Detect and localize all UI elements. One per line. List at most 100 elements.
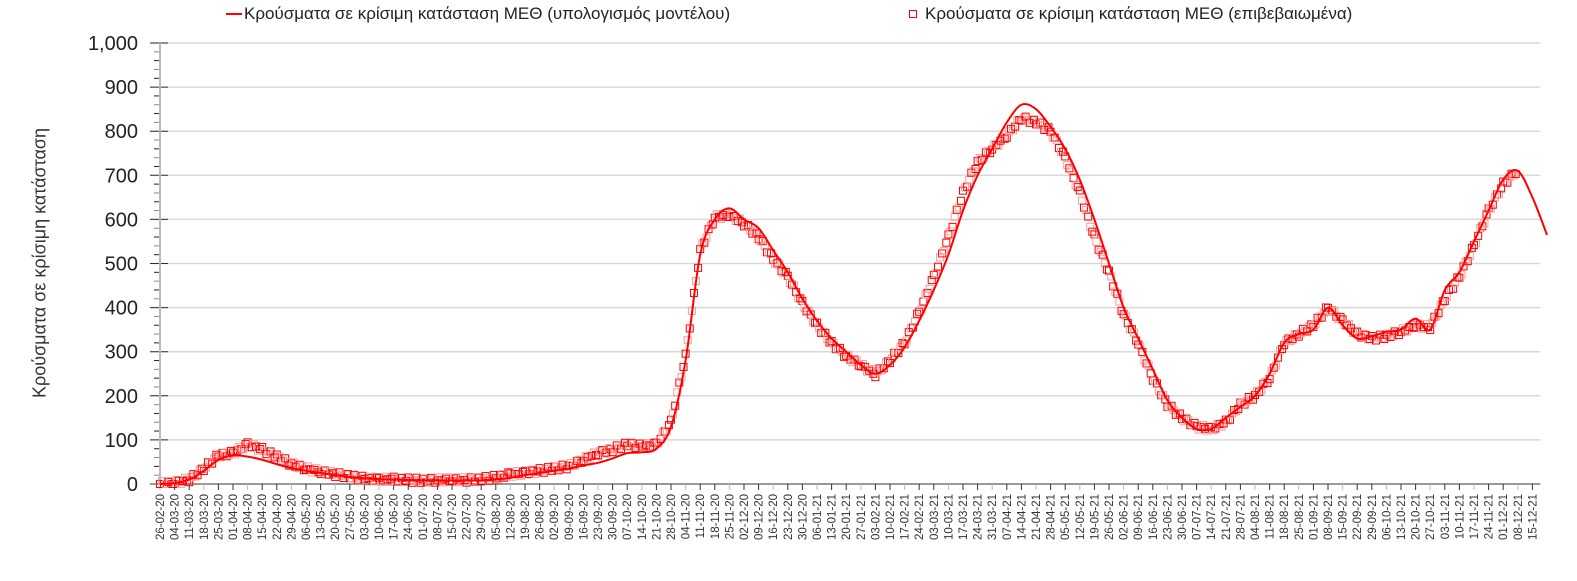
svg-text:26-08-20: 26-08-20 xyxy=(535,494,547,540)
svg-text:08-12-21: 08-12-21 xyxy=(1513,494,1525,540)
svg-text:25-11-20: 25-11-20 xyxy=(724,494,736,539)
svg-text:21-04-21: 21-04-21 xyxy=(1031,494,1043,540)
svg-text:23-09-20: 23-09-20 xyxy=(593,494,605,540)
svg-text:06-05-20: 06-05-20 xyxy=(301,494,313,540)
svg-text:10-02-21: 10-02-21 xyxy=(885,494,897,540)
svg-text:22-07-20: 22-07-20 xyxy=(462,494,474,540)
svg-text:06-01-21: 06-01-21 xyxy=(812,494,824,540)
svg-text:24-02-21: 24-02-21 xyxy=(914,494,926,540)
svg-text:09-09-20: 09-09-20 xyxy=(564,494,576,540)
svg-text:27-05-20: 27-05-20 xyxy=(345,494,357,540)
svg-text:13-10-21: 13-10-21 xyxy=(1396,494,1408,540)
svg-text:17-03-21: 17-03-21 xyxy=(958,494,970,540)
svg-text:19-08-20: 19-08-20 xyxy=(520,494,532,540)
svg-text:25-03-20: 25-03-20 xyxy=(213,494,225,540)
svg-text:11-03-20: 11-03-20 xyxy=(184,494,196,539)
svg-text:08-07-20: 08-07-20 xyxy=(432,494,444,540)
svg-text:27-01-21: 27-01-21 xyxy=(856,494,868,540)
svg-text:01-12-21: 01-12-21 xyxy=(1498,494,1510,540)
svg-text:05-05-21: 05-05-21 xyxy=(1060,494,1072,540)
svg-text:21-10-20: 21-10-20 xyxy=(651,494,663,540)
svg-text:02-09-20: 02-09-20 xyxy=(549,494,561,540)
svg-text:10-03-21: 10-03-21 xyxy=(943,494,955,540)
svg-text:22-09-21: 22-09-21 xyxy=(1352,494,1364,540)
svg-text:14-04-21: 14-04-21 xyxy=(1016,494,1028,540)
x-axis: 26-02-20 04-03-20 11-03-20 18-03-20 25-03-20… xyxy=(150,483,1541,540)
svg-text:31-03-21: 31-03-21 xyxy=(987,494,999,540)
svg-text:05-08-20: 05-08-20 xyxy=(491,494,503,540)
svg-text:04-08-21: 04-08-21 xyxy=(1250,494,1262,540)
svg-text:18-11-20: 18-11-20 xyxy=(710,494,722,539)
svg-text:0: 0 xyxy=(127,474,138,496)
svg-text:09-06-21: 09-06-21 xyxy=(1133,494,1145,540)
svg-text:23-06-21: 23-06-21 xyxy=(1162,494,1174,540)
square-marker-icon xyxy=(909,10,917,18)
svg-text:01-04-20: 01-04-20 xyxy=(228,494,240,540)
svg-text:12-08-20: 12-08-20 xyxy=(505,494,517,540)
svg-text:01-07-20: 01-07-20 xyxy=(418,494,430,540)
svg-text:30-12-20: 30-12-20 xyxy=(797,494,809,540)
svg-text:09-12-20: 09-12-20 xyxy=(754,494,766,540)
svg-text:03-06-20: 03-06-20 xyxy=(359,494,371,540)
svg-text:200: 200 xyxy=(105,386,138,408)
svg-text:20-05-20: 20-05-20 xyxy=(330,494,342,540)
svg-text:03-02-21: 03-02-21 xyxy=(870,494,882,540)
svg-text:17-06-20: 17-06-20 xyxy=(389,494,401,540)
svg-text:29-04-20: 29-04-20 xyxy=(286,494,298,540)
svg-text:15-04-20: 15-04-20 xyxy=(257,494,269,540)
gridlines xyxy=(150,42,1541,441)
confirmed-series-markers xyxy=(156,112,1520,488)
svg-text:26-05-21: 26-05-21 xyxy=(1104,494,1116,540)
svg-text:07-10-20: 07-10-20 xyxy=(622,494,634,540)
svg-text:01-09-21: 01-09-21 xyxy=(1308,494,1320,540)
legend-item-confirmed: Κρούσματα σε κρίσιμη κατάσταση ΜΕΘ (επιβ… xyxy=(909,4,1352,24)
svg-text:25-08-21: 25-08-21 xyxy=(1294,494,1306,540)
model-series-line xyxy=(159,102,1548,485)
svg-text:07-04-21: 07-04-21 xyxy=(1002,494,1014,540)
y-axis: 0 100 200 300 400 500 600 700 800 900 1,000 xyxy=(88,33,168,496)
legend-item-model: Κρούσματα σε κρίσιμη κατάσταση ΜΕΘ (υπολ… xyxy=(226,4,730,24)
svg-text:02-12-20: 02-12-20 xyxy=(739,494,751,540)
svg-text:24-03-21: 24-03-21 xyxy=(973,494,985,540)
svg-text:21-07-21: 21-07-21 xyxy=(1221,494,1233,540)
svg-text:800: 800 xyxy=(105,121,138,143)
svg-text:29-07-20: 29-07-20 xyxy=(476,494,488,540)
svg-text:15-07-20: 15-07-20 xyxy=(447,494,459,540)
svg-text:02-06-21: 02-06-21 xyxy=(1119,494,1131,540)
svg-text:600: 600 xyxy=(105,209,138,231)
svg-text:18-08-21: 18-08-21 xyxy=(1279,494,1291,540)
svg-text:24-11-21: 24-11-21 xyxy=(1484,494,1496,539)
svg-text:15-09-21: 15-09-21 xyxy=(1338,494,1350,540)
svg-text:10-11-21: 10-11-21 xyxy=(1454,494,1466,539)
svg-text:13-01-21: 13-01-21 xyxy=(827,494,839,540)
svg-text:400: 400 xyxy=(105,298,138,320)
svg-text:26-02-20: 26-02-20 xyxy=(155,494,167,540)
svg-text:17-11-21: 17-11-21 xyxy=(1469,494,1481,539)
svg-text:22-04-20: 22-04-20 xyxy=(272,494,284,540)
svg-text:28-10-20: 28-10-20 xyxy=(666,494,678,540)
svg-text:1,000: 1,000 xyxy=(88,33,138,55)
svg-text:03-03-21: 03-03-21 xyxy=(929,494,941,540)
svg-text:23-12-20: 23-12-20 xyxy=(783,494,795,540)
svg-text:100: 100 xyxy=(105,430,138,452)
svg-text:15-12-21: 15-12-21 xyxy=(1527,494,1539,540)
svg-text:03-11-21: 03-11-21 xyxy=(1440,494,1452,539)
svg-text:08-04-20: 08-04-20 xyxy=(243,494,255,540)
svg-text:18-03-20: 18-03-20 xyxy=(199,494,211,540)
svg-text:11-08-21: 11-08-21 xyxy=(1265,494,1277,539)
svg-text:700: 700 xyxy=(105,165,138,187)
svg-text:27-10-21: 27-10-21 xyxy=(1425,494,1437,540)
svg-text:08-09-21: 08-09-21 xyxy=(1323,494,1335,540)
svg-text:900: 900 xyxy=(105,77,138,99)
svg-text:11-11-20: 11-11-20 xyxy=(695,494,707,538)
svg-text:19-05-21: 19-05-21 xyxy=(1089,494,1101,540)
svg-text:20-10-21: 20-10-21 xyxy=(1411,494,1423,540)
svg-text:07-07-21: 07-07-21 xyxy=(1192,494,1204,540)
svg-text:16-06-21: 16-06-21 xyxy=(1148,494,1160,540)
svg-text:12-05-21: 12-05-21 xyxy=(1075,494,1087,540)
svg-text:17-02-21: 17-02-21 xyxy=(900,494,912,540)
svg-text:04-03-20: 04-03-20 xyxy=(170,494,182,540)
svg-text:500: 500 xyxy=(105,254,138,276)
svg-text:16-12-20: 16-12-20 xyxy=(768,494,780,540)
